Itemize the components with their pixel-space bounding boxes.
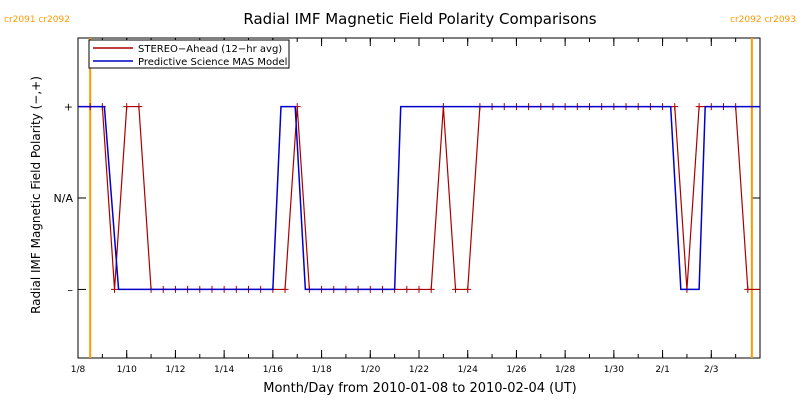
series-0-point-32 (464, 285, 472, 293)
y-tick-label-2: – (68, 283, 74, 296)
series-0-point-55 (744, 285, 752, 293)
series-0-point-51 (695, 103, 703, 111)
chart-title: Radial IMF Magnetic Field Polarity Compa… (243, 10, 596, 28)
y-tick-label-1: N/A (54, 192, 74, 205)
x-tick-label-0: 1/8 (71, 365, 86, 375)
x-tick-label-8: 1/24 (458, 365, 478, 375)
series-line-1 (78, 105, 760, 291)
x-tick-label-13: 2/3 (704, 365, 718, 375)
series-0-point-28 (415, 285, 423, 293)
x-tick-label-4: 1/16 (263, 365, 283, 375)
series-0-point-31 (452, 285, 460, 293)
x-tick-label-7: 1/22 (409, 365, 429, 375)
series-0-point-17 (281, 285, 289, 293)
x-tick-label-10: 1/28 (555, 365, 575, 375)
y-axis-label: Radial IMF Magnetic Field Polarity (−,+) (29, 76, 43, 314)
legend-label-stereo: STEREO−Ahead (12−hr avg) (138, 44, 282, 55)
series-line-0 (78, 105, 760, 291)
legend: STEREO−Ahead (12−hr avg) Predictive Scie… (88, 39, 290, 69)
series-0-point-49 (671, 103, 679, 111)
x-tick-label-1: 1/10 (117, 365, 137, 375)
x-tick-label-3: 1/14 (214, 365, 234, 375)
plot-frame (77, 37, 761, 359)
series-0-point-3 (111, 285, 119, 293)
x-tick-label-6: 1/20 (360, 365, 380, 375)
x-tick-label-5: 1/18 (311, 365, 331, 375)
legend-box (88, 39, 290, 69)
legend-label-mas: Predictive Science MAS Model (138, 57, 287, 68)
carrington-marker-label-0: cr2091 cr2092 (4, 15, 70, 25)
series-0-point-29 (427, 285, 435, 293)
x-tick-label-12: 2/1 (655, 365, 669, 375)
y-tick-label-0: + (64, 101, 73, 114)
carrington-marker-label-1: cr2092 cr2093 (730, 15, 796, 25)
x-tick-label-9: 1/26 (506, 365, 526, 375)
series-0-point-4 (123, 103, 131, 111)
series-0-point-27 (403, 285, 411, 293)
x-tick-label-11: 1/30 (604, 365, 624, 375)
x-tick-label-2: 1/12 (165, 365, 185, 375)
series-0-point-5 (135, 103, 143, 111)
x-axis-label: Month/Day from 2010-01-08 to 2010-02-04 … (263, 381, 576, 396)
plot-area: 1/8 1/10 1/12 1/14 1/16 1/18 1/20 1/22 1/24 1/26 1… (4, 15, 796, 375)
